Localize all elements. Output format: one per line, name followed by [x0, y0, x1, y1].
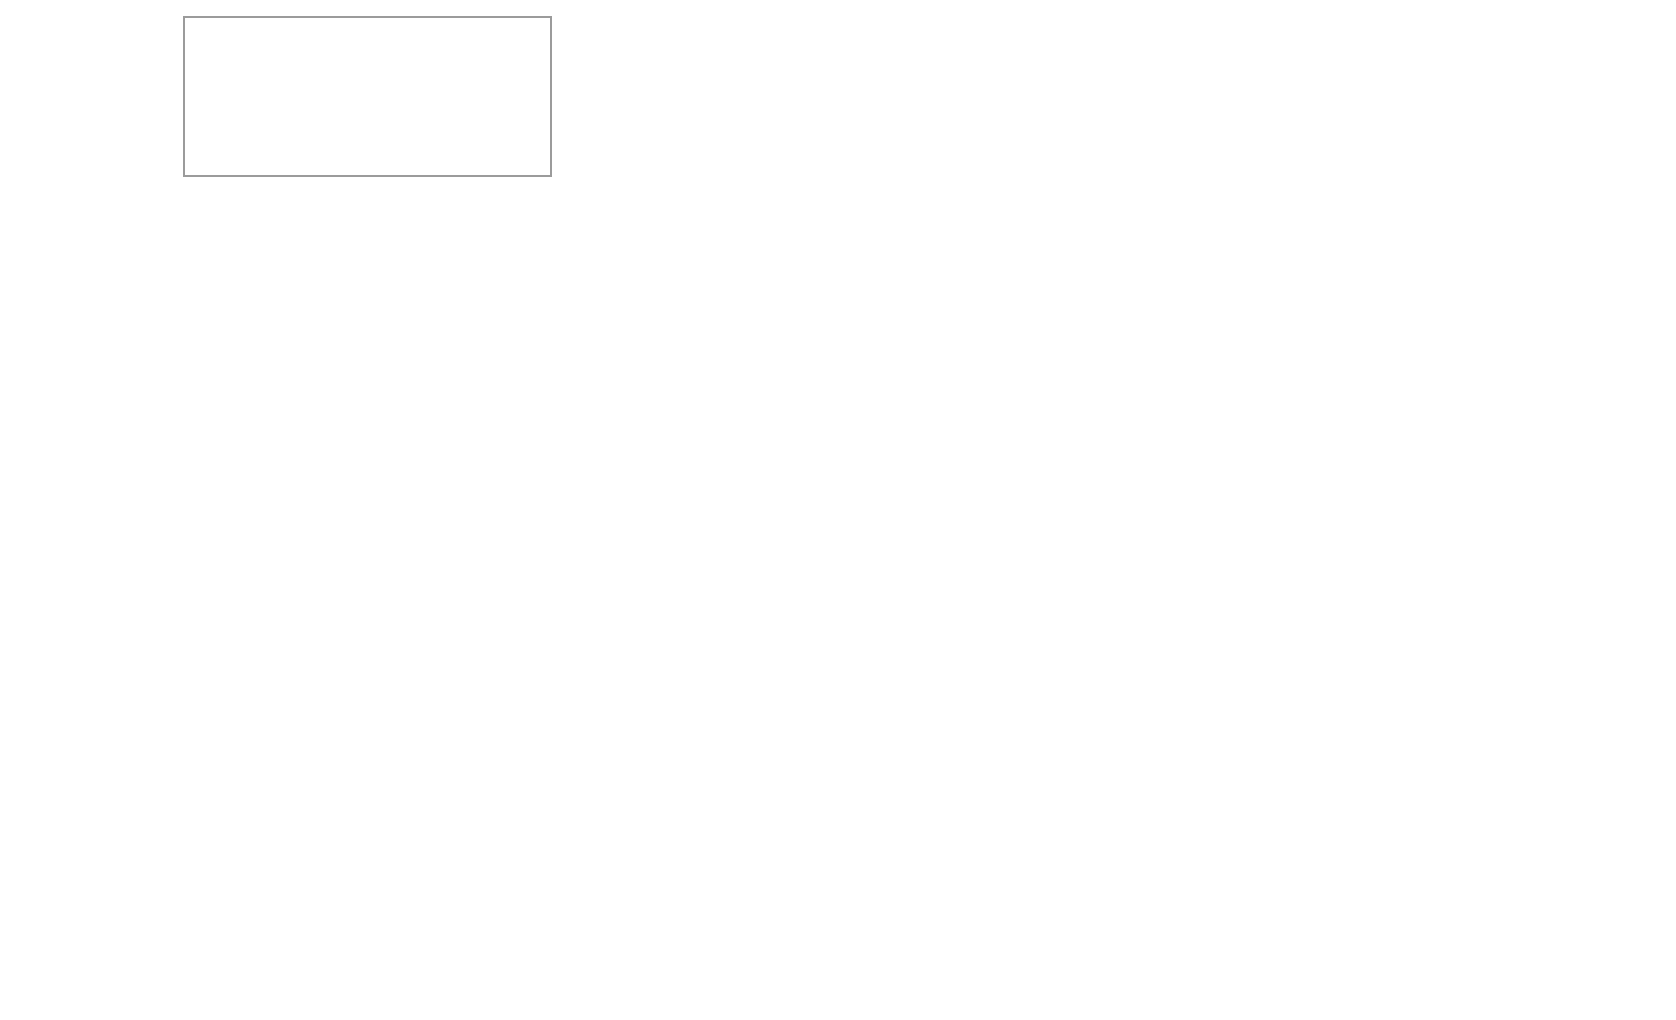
tide-line-sample	[203, 149, 285, 161]
slice-line-sample	[203, 120, 285, 132]
legend-item-dpdt	[203, 53, 550, 82]
dpdt-line-sample	[203, 62, 285, 74]
legend-item-pressure	[203, 24, 550, 53]
pressure-line-sample	[203, 33, 285, 45]
legend-item-slice	[203, 111, 550, 140]
residual-line-sample	[203, 91, 285, 103]
legend-item-residual	[203, 82, 550, 111]
legend-item-tide	[203, 140, 550, 169]
legend-box	[183, 16, 552, 177]
